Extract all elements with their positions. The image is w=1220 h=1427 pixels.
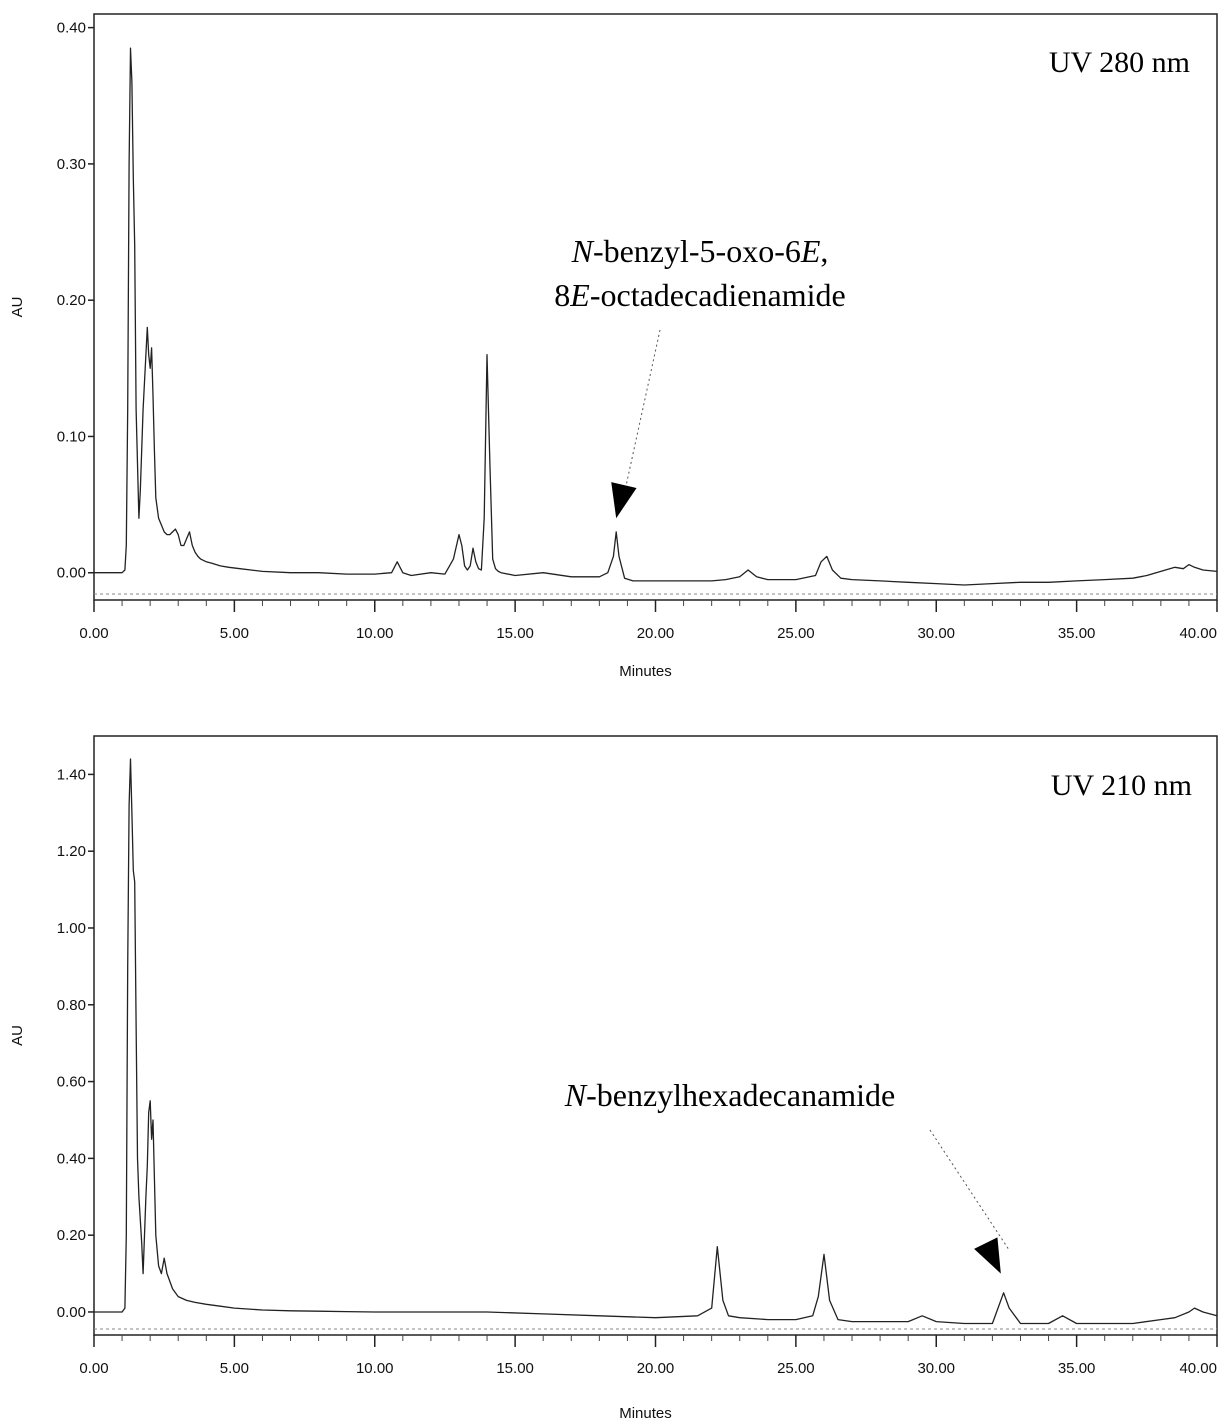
annotation-segment: E bbox=[569, 277, 590, 313]
annotation-segment: -benzyl-5-oxo-6 bbox=[593, 233, 801, 269]
x-tick-label: 0.00 bbox=[79, 625, 108, 642]
chromatogram-uv210: 0.00 5.00 10.00 15.00 20.00 25.00 30.00 35.00 40… bbox=[9, 735, 1218, 1422]
x-tick-label: 15.00 bbox=[496, 1360, 534, 1377]
series-trace bbox=[94, 47, 1218, 586]
y-tick-label: 0.30 bbox=[57, 156, 86, 173]
annotation-arrowhead bbox=[974, 1237, 1001, 1274]
y-tick-label: 0.20 bbox=[57, 292, 86, 309]
y-tick-label: 0.00 bbox=[57, 1304, 86, 1321]
x-tick-label: 0.00 bbox=[79, 1360, 108, 1377]
annotation-segment: N bbox=[571, 233, 595, 269]
annotation-line: N-benzyl-5-oxo-6E, bbox=[571, 233, 829, 269]
y-tick-label: 0.20 bbox=[57, 1227, 86, 1244]
x-tick-label: 40.00 bbox=[1179, 625, 1217, 642]
annotation-segment: -octadecadienamide bbox=[590, 277, 846, 313]
chromatogram-uv280: 0.00 5.00 10.00 15.00 20.00 25.00 30.00 35.00 40… bbox=[9, 13, 1218, 680]
annotation-arrowhead bbox=[611, 482, 637, 519]
y-tick-label: 0.40 bbox=[57, 20, 86, 37]
annotation-segment: E bbox=[800, 233, 821, 269]
x-tick-label: 20.00 bbox=[637, 625, 675, 642]
x-tick-label: 15.00 bbox=[496, 625, 534, 642]
y-tick-label: 0.00 bbox=[57, 565, 86, 582]
y-tick-label: 0.40 bbox=[57, 1150, 86, 1167]
annotation-segment: -benzylhexadecanamide bbox=[586, 1077, 895, 1113]
x-axis-title: Minutes bbox=[619, 663, 672, 680]
detector-label: UV 210 nm bbox=[1051, 769, 1192, 802]
x-tick-label: 10.00 bbox=[356, 625, 394, 642]
detector-label: UV 280 nm bbox=[1049, 46, 1190, 79]
y-tick-label: 0.60 bbox=[57, 1074, 86, 1091]
x-tick-label: 5.00 bbox=[220, 1360, 249, 1377]
annotation-line: N-benzylhexadecanamide bbox=[564, 1077, 896, 1113]
annotation-segment: , bbox=[820, 233, 828, 269]
x-tick-label: 5.00 bbox=[220, 625, 249, 642]
series-trace bbox=[94, 758, 1218, 1325]
x-tick-label: 10.00 bbox=[356, 1360, 394, 1377]
x-tick-label: 35.00 bbox=[1058, 625, 1096, 642]
y-tick-label: 0.10 bbox=[57, 428, 86, 445]
x-tick-label: 30.00 bbox=[917, 625, 955, 642]
y-axis-title: AU bbox=[9, 1025, 26, 1046]
x-tick-label: 25.00 bbox=[777, 1360, 815, 1377]
y-tick-label: 1.00 bbox=[57, 920, 86, 937]
annotation-leader bbox=[929, 1129, 1010, 1250]
x-tick-label: 20.00 bbox=[637, 1360, 675, 1377]
x-tick-label: 40.00 bbox=[1179, 1360, 1217, 1377]
annotation-segment: 8 bbox=[554, 277, 570, 313]
y-tick-label: 1.40 bbox=[57, 766, 86, 783]
annotation-leader bbox=[623, 329, 661, 495]
y-axis-title: AU bbox=[9, 297, 26, 318]
y-tick-label: 1.20 bbox=[57, 843, 86, 860]
x-tick-label: 25.00 bbox=[777, 625, 815, 642]
plot-frame bbox=[93, 735, 1218, 1336]
annotation-segment: N bbox=[564, 1077, 588, 1113]
x-tick-label: 30.00 bbox=[917, 1360, 955, 1377]
x-axis-title: Minutes bbox=[619, 1405, 672, 1422]
annotation-line: 8E-octadecadienamide bbox=[554, 277, 845, 313]
y-tick-label: 0.80 bbox=[57, 997, 86, 1014]
x-tick-label: 35.00 bbox=[1058, 1360, 1096, 1377]
